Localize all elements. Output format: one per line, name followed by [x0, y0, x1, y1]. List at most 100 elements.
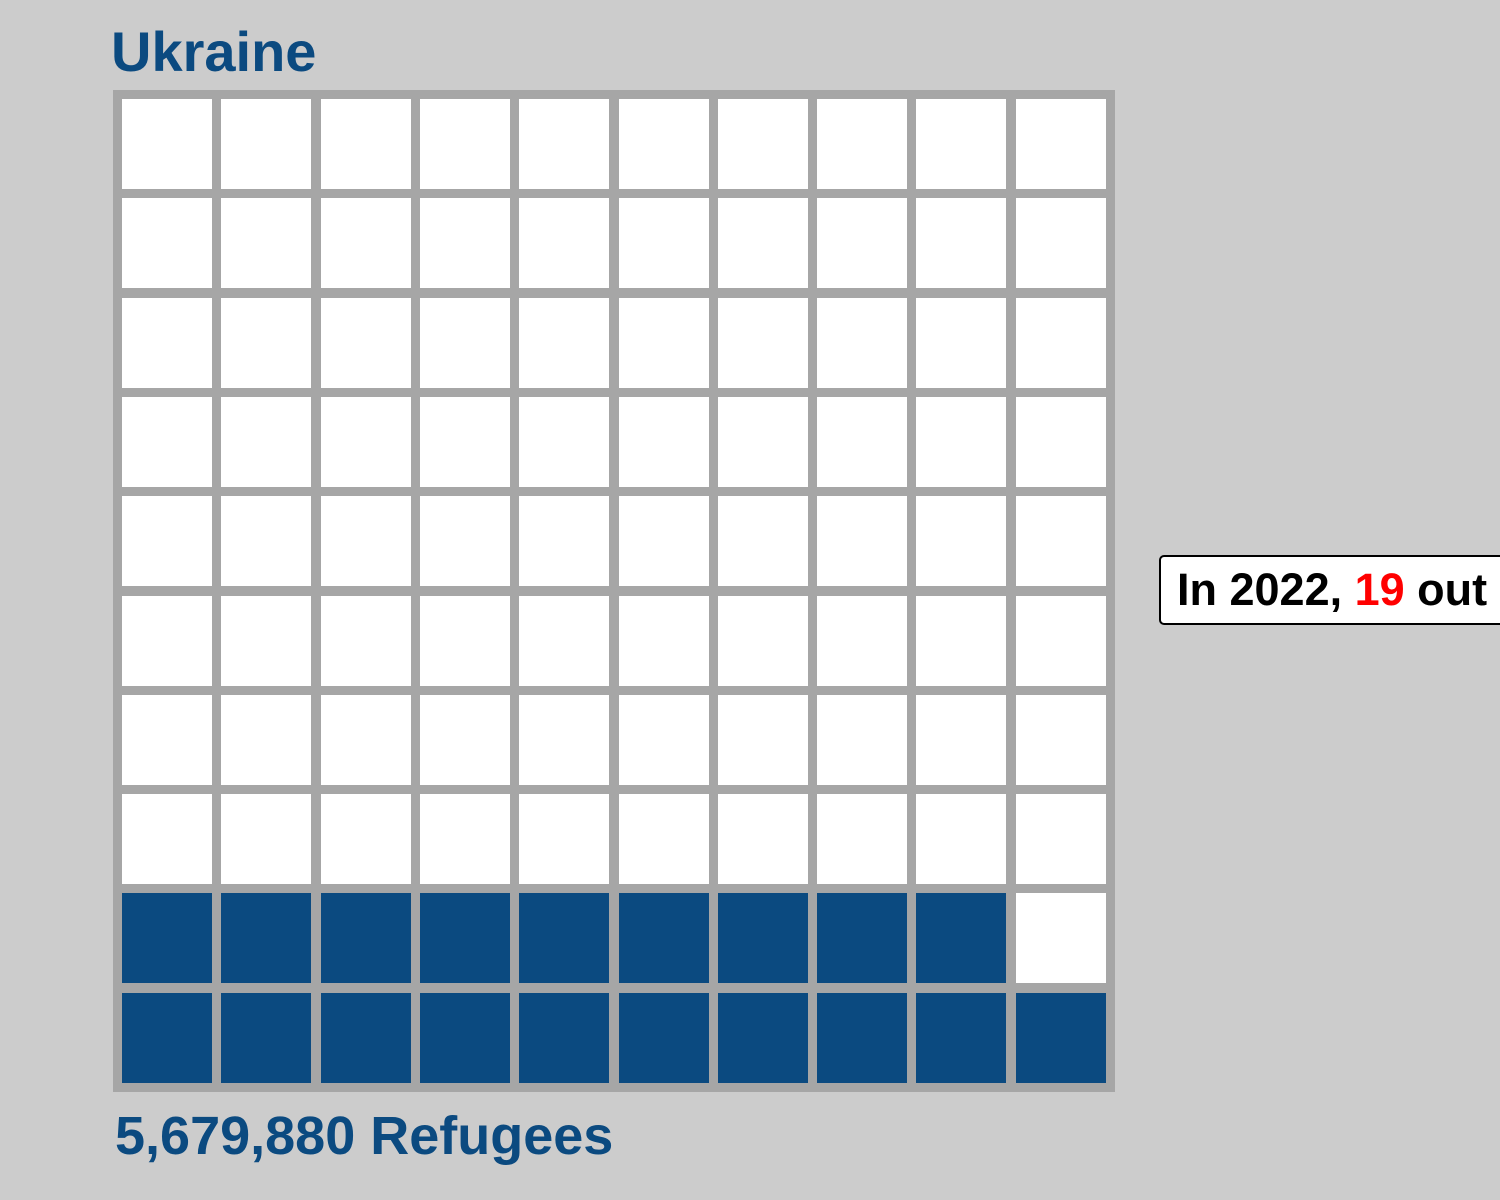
waffle-cell-filled	[122, 893, 212, 983]
waffle-cell-empty	[1016, 397, 1106, 487]
waffle-cell-empty	[817, 496, 907, 586]
waffle-cell-empty	[321, 695, 411, 785]
tooltip-prefix: In 2022,	[1177, 564, 1355, 615]
waffle-cell-empty	[221, 198, 311, 288]
waffle-cell-empty	[122, 496, 212, 586]
waffle-cell-empty	[718, 298, 808, 388]
waffle-cell-empty	[1016, 99, 1106, 189]
waffle-cell-empty	[916, 99, 1006, 189]
waffle-cell-empty	[122, 99, 212, 189]
waffle-cell-empty	[321, 496, 411, 586]
waffle-cell-empty	[718, 99, 808, 189]
waffle-cell-empty	[519, 496, 609, 586]
waffle-cell-empty	[718, 198, 808, 288]
waffle-cell-empty	[519, 397, 609, 487]
waffle-cell-empty	[420, 596, 510, 686]
waffle-cell-empty	[619, 298, 709, 388]
waffle-cell-empty	[321, 298, 411, 388]
waffle-cell-filled	[321, 993, 411, 1083]
waffle-cell-empty	[321, 794, 411, 884]
waffle-cell-filled	[916, 893, 1006, 983]
waffle-cell-empty	[221, 99, 311, 189]
waffle-cell-empty	[519, 198, 609, 288]
waffle-cell-filled	[817, 993, 907, 1083]
waffle-cell-empty	[221, 397, 311, 487]
waffle-cell-filled	[817, 893, 907, 983]
waffle-cell-empty	[122, 397, 212, 487]
waffle-cell-empty	[420, 695, 510, 785]
tooltip-suffix: out	[1404, 564, 1488, 615]
waffle-cell-empty	[1016, 695, 1106, 785]
waffle-cell-empty	[817, 596, 907, 686]
waffle-cell-empty	[420, 198, 510, 288]
waffle-cell-empty	[718, 496, 808, 586]
waffle-cell-empty	[420, 99, 510, 189]
waffle-cell-empty	[1016, 794, 1106, 884]
waffle-cell-empty	[1016, 893, 1106, 983]
waffle-cell-filled	[519, 993, 609, 1083]
waffle-cell-empty	[321, 596, 411, 686]
waffle-cell-filled	[1016, 993, 1106, 1083]
waffle-cell-empty	[122, 596, 212, 686]
waffle-cell-empty	[619, 695, 709, 785]
waffle-cell-empty	[1016, 198, 1106, 288]
waffle-cell-empty	[619, 198, 709, 288]
waffle-cell-empty	[519, 794, 609, 884]
waffle-cell-empty	[817, 198, 907, 288]
waffle-cell-filled	[420, 993, 510, 1083]
waffle-cell-empty	[916, 596, 1006, 686]
waffle-cell-empty	[221, 298, 311, 388]
waffle-cell-empty	[916, 695, 1006, 785]
waffle-cell-empty	[519, 596, 609, 686]
waffle-cell-empty	[420, 397, 510, 487]
tooltip: In 2022, 19 out	[1159, 555, 1500, 625]
waffle-cell-empty	[1016, 496, 1106, 586]
chart-title: Ukraine	[111, 20, 317, 83]
waffle-cell-empty	[122, 298, 212, 388]
waffle-cell-empty	[122, 198, 212, 288]
waffle-cell-empty	[420, 496, 510, 586]
waffle-cell-empty	[221, 496, 311, 586]
waffle-cell-empty	[519, 695, 609, 785]
waffle-grid	[113, 90, 1115, 1092]
waffle-cell-empty	[817, 397, 907, 487]
waffle-cell-filled	[420, 893, 510, 983]
waffle-cell-empty	[916, 794, 1006, 884]
waffle-cell-filled	[321, 893, 411, 983]
waffle-cell-empty	[321, 397, 411, 487]
waffle-cell-empty	[619, 496, 709, 586]
waffle-cell-empty	[619, 794, 709, 884]
waffle-cell-filled	[122, 993, 212, 1083]
waffle-cell-filled	[221, 893, 311, 983]
waffle-cell-filled	[718, 993, 808, 1083]
waffle-cell-empty	[718, 794, 808, 884]
waffle-cell-empty	[519, 99, 609, 189]
waffle-cell-empty	[1016, 298, 1106, 388]
waffle-cell-filled	[916, 993, 1006, 1083]
waffle-cell-empty	[718, 596, 808, 686]
waffle-cell-filled	[519, 893, 609, 983]
waffle-cell-empty	[519, 298, 609, 388]
waffle-cell-empty	[221, 596, 311, 686]
waffle-cell-filled	[619, 993, 709, 1083]
waffle-cell-empty	[122, 794, 212, 884]
waffle-cell-empty	[718, 397, 808, 487]
waffle-cell-empty	[916, 397, 1006, 487]
waffle-cell-filled	[221, 993, 311, 1083]
waffle-cell-empty	[619, 99, 709, 189]
waffle-cell-empty	[321, 198, 411, 288]
waffle-cell-filled	[619, 893, 709, 983]
waffle-cell-empty	[321, 99, 411, 189]
waffle-cell-filled	[718, 893, 808, 983]
refugee-count-caption: 5,679,880 Refugees	[115, 1106, 614, 1166]
waffle-cell-empty	[420, 794, 510, 884]
waffle-cell-empty	[718, 695, 808, 785]
waffle-cell-empty	[221, 695, 311, 785]
tooltip-highlight-value: 19	[1354, 564, 1405, 615]
waffle-cell-empty	[916, 198, 1006, 288]
waffle-cell-empty	[619, 397, 709, 487]
waffle-cell-empty	[817, 695, 907, 785]
waffle-cell-empty	[221, 794, 311, 884]
waffle-cell-empty	[420, 298, 510, 388]
waffle-cell-empty	[916, 496, 1006, 586]
